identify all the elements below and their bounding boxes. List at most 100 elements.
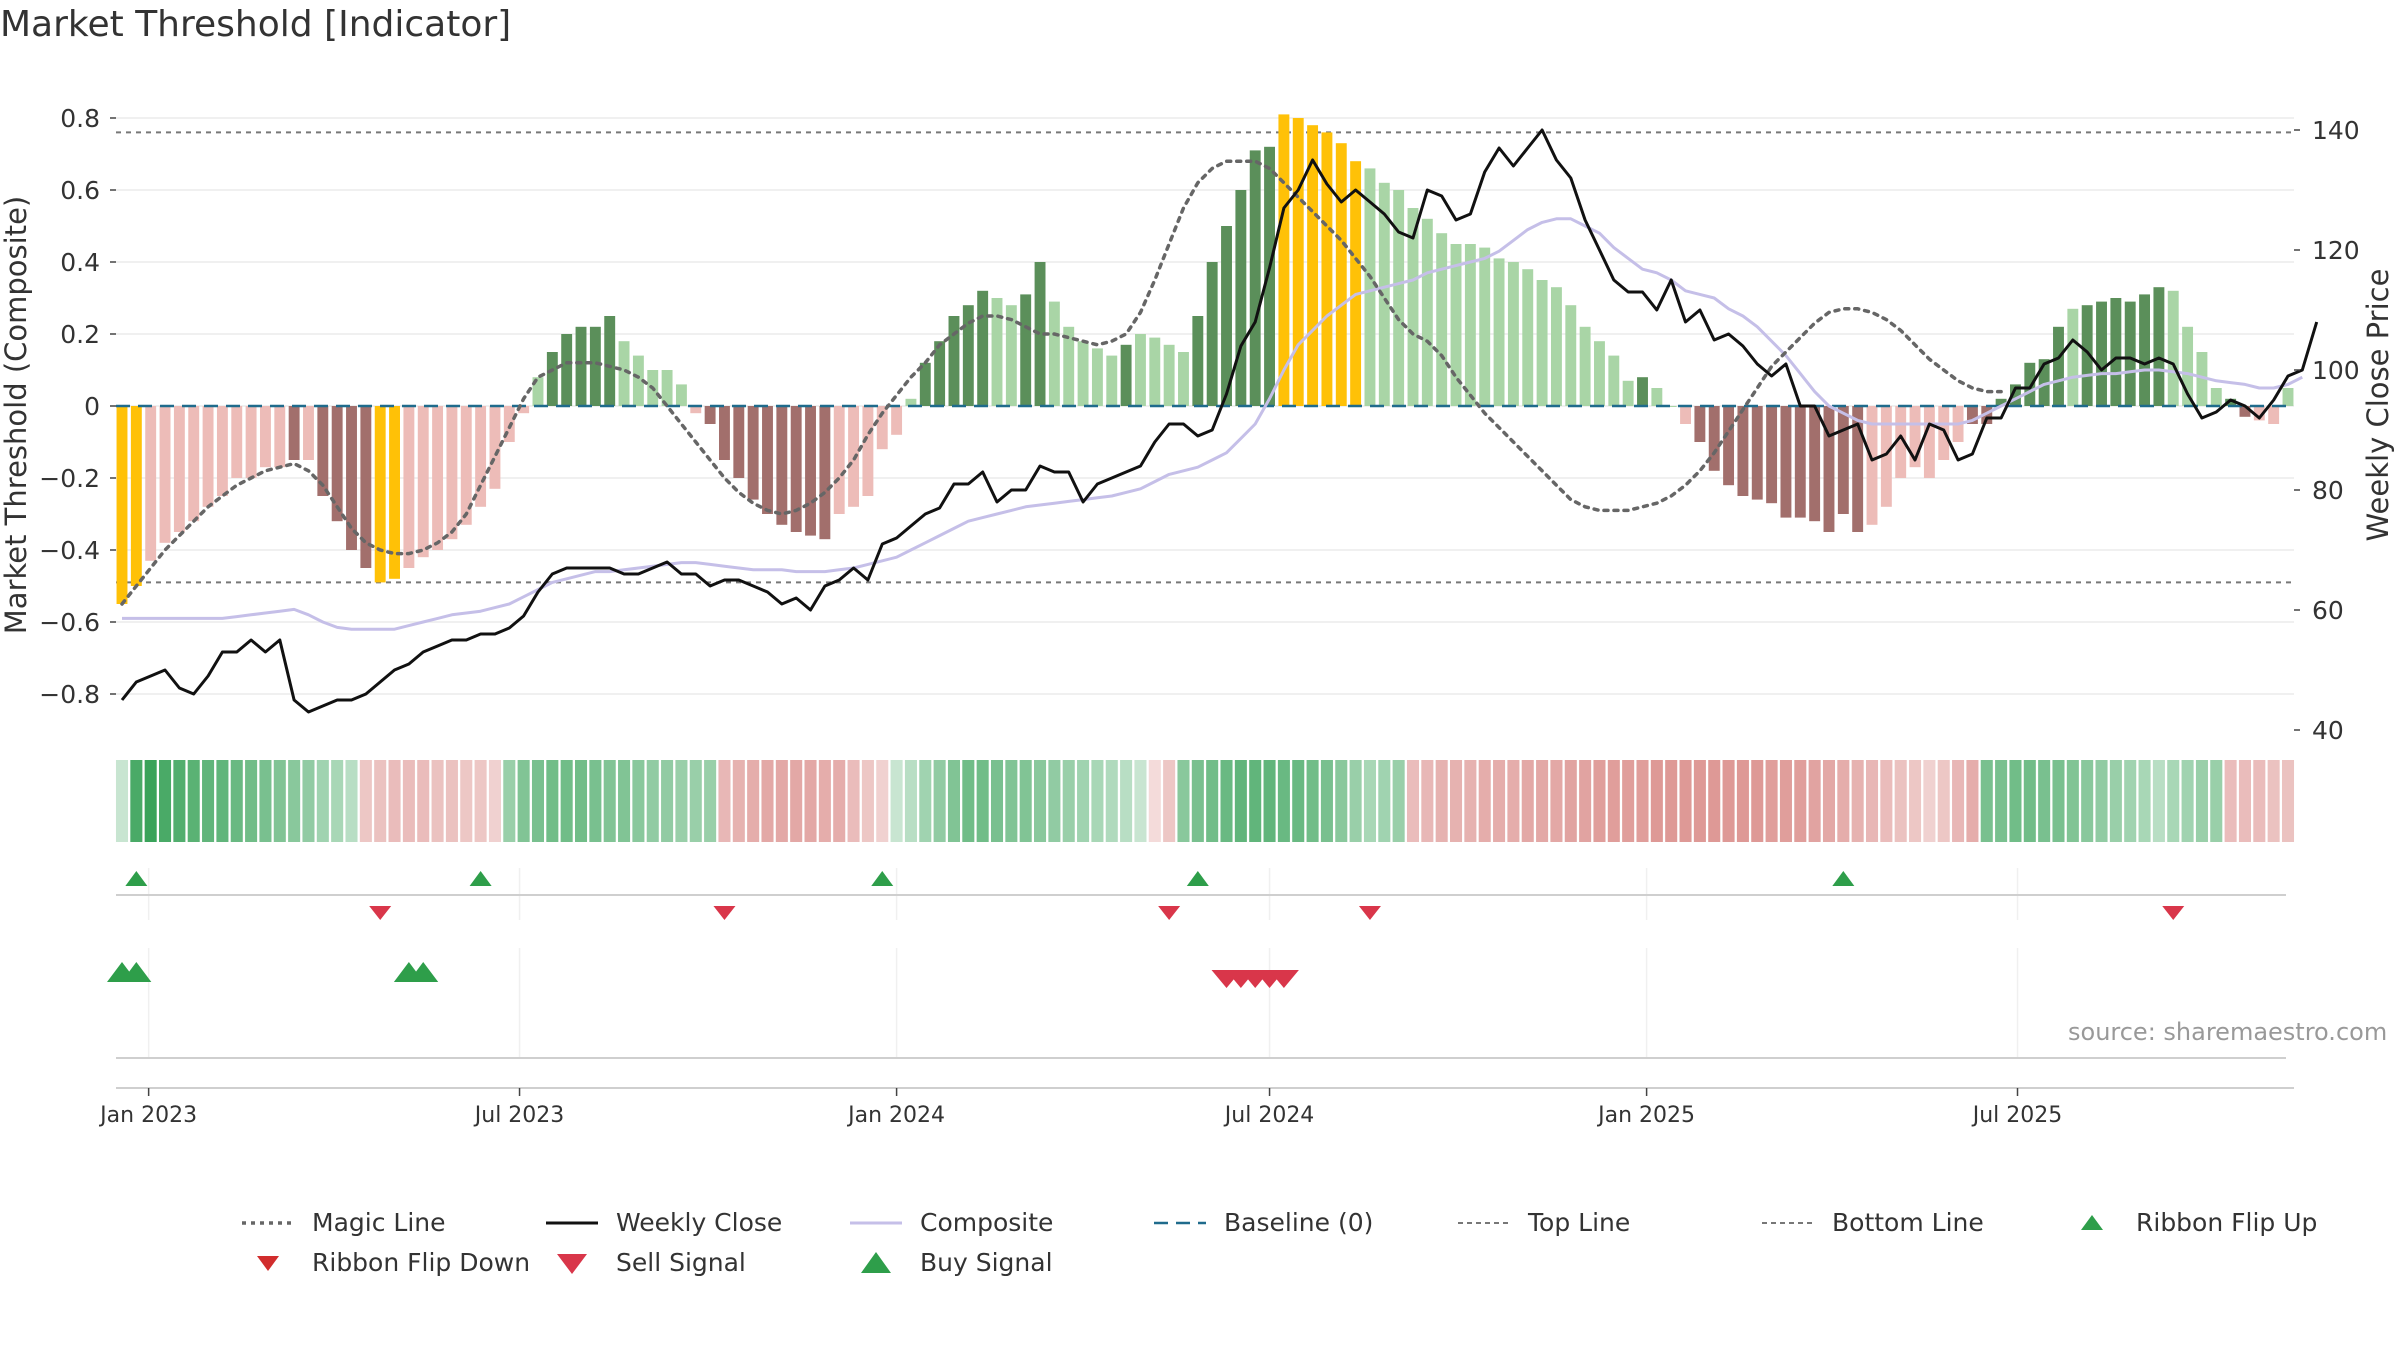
ribbon-cell <box>603 760 616 842</box>
composite-bar <box>2239 406 2251 417</box>
ribbon-cell <box>1736 760 1749 842</box>
ribbon-cell <box>1249 760 1262 842</box>
right-tick-label: 120 <box>2312 236 2360 265</box>
composite-bar <box>776 406 788 525</box>
legend-symbol-icon <box>2081 1214 2103 1230</box>
composite-bar <box>1335 143 1347 406</box>
ribbon-cell <box>589 760 602 842</box>
right-tick-label: 140 <box>2312 116 2360 145</box>
composite-bar <box>2167 290 2179 406</box>
composite-bar <box>948 316 960 406</box>
composite-bar <box>632 355 644 406</box>
composite-bar <box>2253 406 2265 421</box>
x-axis: Jan 2023 Jul 2023 Jan 2024 Jul 2024 Jan 2025… <box>98 1087 2294 1128</box>
composite-bar <box>1134 334 1146 406</box>
series-lines <box>120 128 2319 714</box>
x-tick-label: Jul 2023 <box>473 1103 565 1128</box>
composite-bar <box>977 290 989 406</box>
ribbon-cell <box>704 760 717 842</box>
legend-symbol-icon <box>1762 1221 1814 1224</box>
ribbon-cell <box>2267 760 2280 842</box>
ribbon-cell <box>747 760 760 842</box>
composite-bar <box>188 406 200 522</box>
source-credit: source: sharemaestro.com <box>2068 1018 2388 1046</box>
ribbon-cell <box>431 760 444 842</box>
ribbon-cell <box>1048 760 1061 842</box>
ribbon-cell <box>675 760 688 842</box>
ribbon-cell <box>1665 760 1678 842</box>
ribbon-cell <box>847 760 860 842</box>
ribbon-cell <box>1019 760 1032 842</box>
legend-item: Magic Line <box>238 1208 446 1237</box>
composite-bar <box>1608 355 1620 406</box>
composite-bar <box>1909 406 1921 468</box>
ribbon-cell <box>1306 760 1319 842</box>
ribbon-cell <box>618 760 631 842</box>
ribbon-cell <box>1220 760 1233 842</box>
legend-label: Weekly Close <box>616 1208 783 1237</box>
ribbon-cell <box>2023 760 2036 842</box>
composite-bar <box>1149 337 1161 406</box>
ribbon-cell <box>230 760 243 842</box>
ribbon-cell <box>1292 760 1305 842</box>
ribbon-cell <box>1822 760 1836 842</box>
ribbon-cell <box>1091 760 1104 842</box>
composite-bar <box>1981 406 1993 424</box>
ribbon-cell <box>904 760 917 842</box>
ribbon-flip-down-marker <box>1358 906 1381 920</box>
composite-bar <box>274 406 286 468</box>
ribbon-cell <box>2124 760 2137 842</box>
buy-signal-marker <box>121 962 152 982</box>
composite-bar <box>389 406 400 579</box>
ribbon-cell <box>790 760 803 842</box>
composite-bar <box>1823 406 1835 532</box>
composite-bar <box>1249 150 1261 406</box>
legend-item: Composite <box>846 1208 1053 1237</box>
composite-bar <box>2053 326 2064 406</box>
left-axis-label: Market Threshold (Composite) <box>0 196 33 634</box>
composite-bar <box>661 370 673 406</box>
composite-bar <box>1020 294 1032 406</box>
composite-bar <box>1680 406 1691 424</box>
composite-bar <box>331 406 343 522</box>
legend-marker <box>257 1255 279 1271</box>
left-tick-label: 0.6 <box>60 176 100 205</box>
composite-bar <box>1809 406 1821 522</box>
sell-signal-marker <box>1268 970 1299 988</box>
ribbon-cell <box>1406 760 1420 842</box>
composite-bar <box>1321 132 1333 406</box>
ribbon-flip-down-marker <box>369 906 392 920</box>
legend-item: Baseline (0) <box>1150 1208 1373 1237</box>
ribbon-cell <box>1937 760 1950 842</box>
composite-bar <box>1651 388 1663 406</box>
magic-line-line <box>120 159 2003 606</box>
legend-marker <box>557 1253 587 1274</box>
ribbon-cell <box>1335 760 1348 842</box>
composite-bar <box>719 406 730 460</box>
ribbon-cell <box>2138 760 2151 842</box>
right-tick-label: 80 <box>2312 476 2344 505</box>
ribbon-cell <box>1134 760 1147 842</box>
ribbon-cell <box>1837 760 1850 842</box>
composite-bar <box>360 406 372 568</box>
composite-bar <box>561 334 573 406</box>
composite-bar <box>962 305 974 406</box>
ribbon-cell <box>2253 760 2266 842</box>
ribbon-flip-up-marker <box>1186 871 1209 886</box>
composite-bar <box>159 406 171 543</box>
ribbon-cell <box>1593 760 1606 842</box>
legend-symbol-icon <box>242 1220 294 1225</box>
ribbon-cell <box>1191 760 1204 842</box>
ribbon-cell <box>202 760 215 842</box>
ribbon-cell <box>1435 760 1448 842</box>
composite-bar <box>2081 305 2093 406</box>
composite-bar <box>1077 341 1089 406</box>
ribbon-cell <box>445 760 458 842</box>
ribbon-cell <box>2009 760 2022 842</box>
composite-bar <box>432 406 444 550</box>
composite-bar <box>790 406 802 532</box>
composite-bar <box>1421 218 1433 406</box>
composite-bar <box>532 377 544 406</box>
ribbon-cell <box>1751 760 1764 842</box>
composite-bar <box>589 326 601 406</box>
